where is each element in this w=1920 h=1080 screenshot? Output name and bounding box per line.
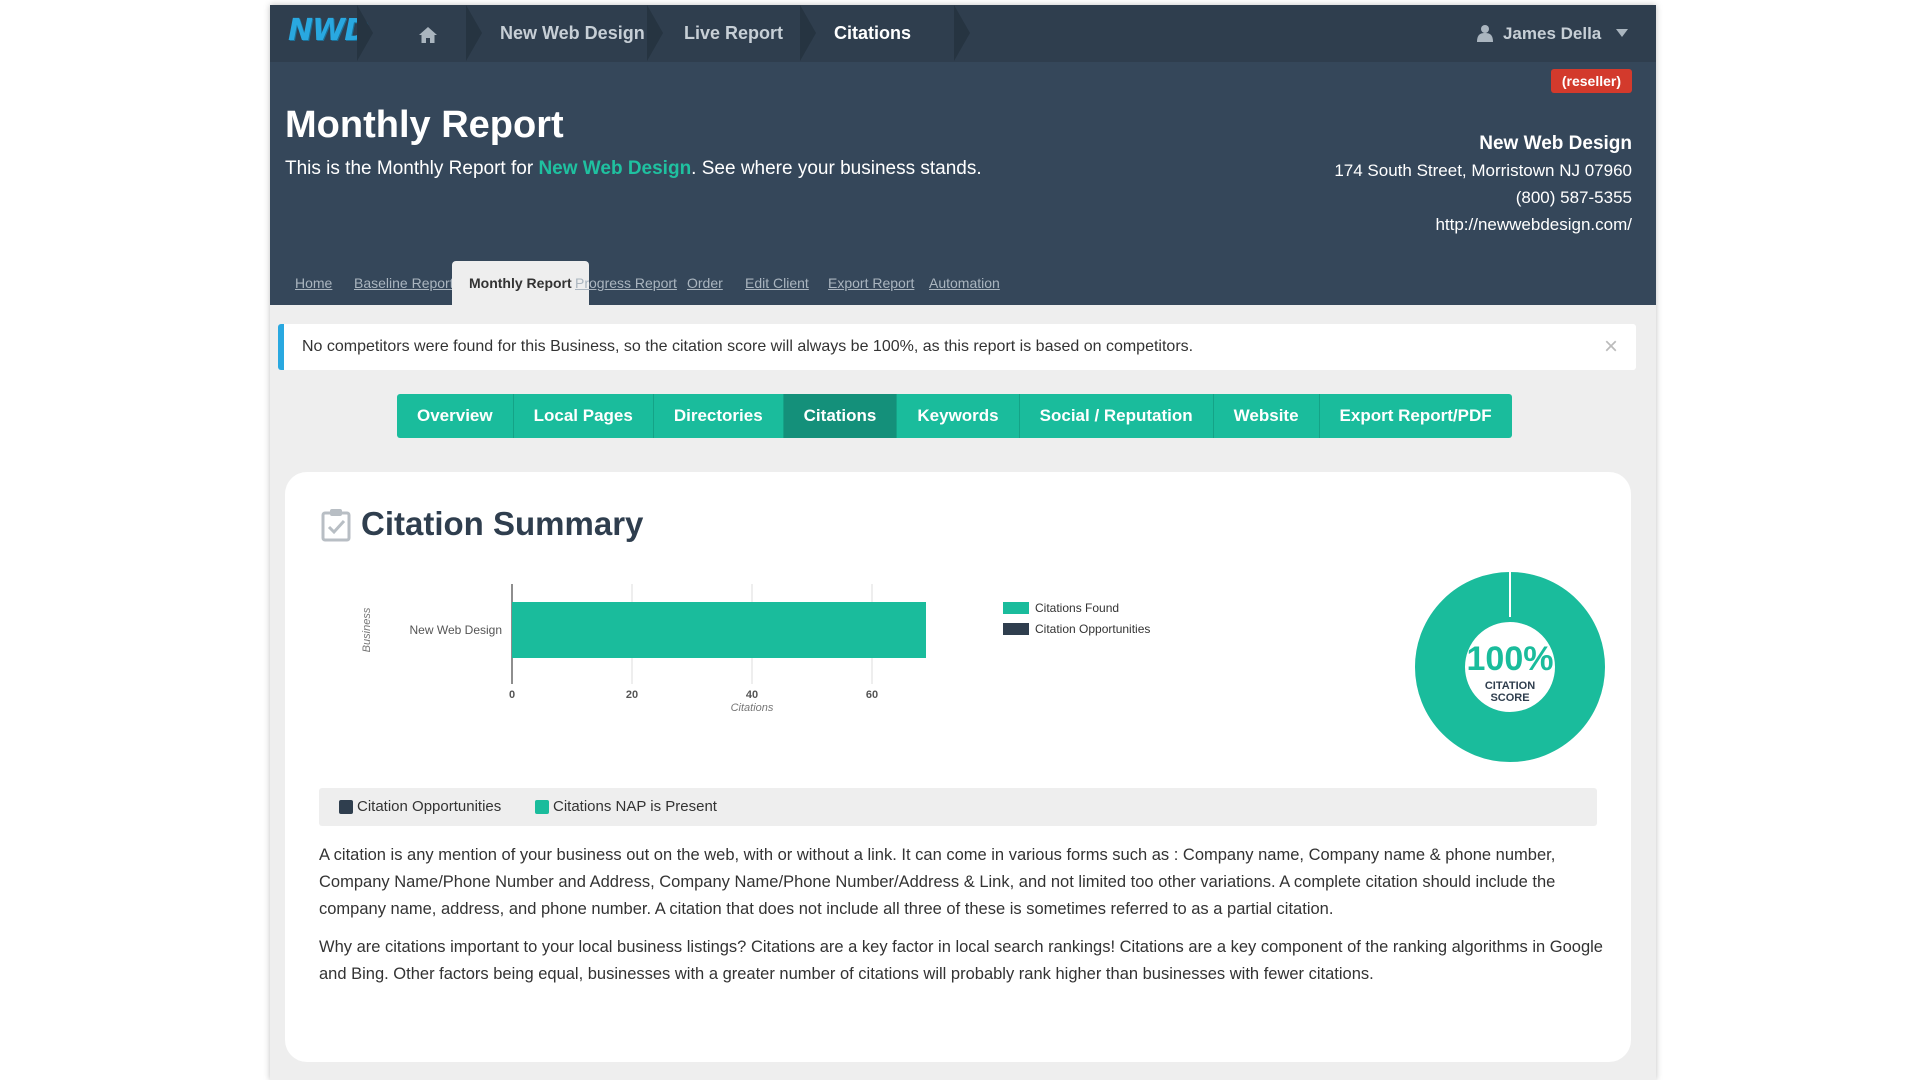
citation-score-donut: 100% CITATION SCORE [1415, 572, 1605, 762]
legend-citations-nap-present: Citations NAP is Present [535, 788, 717, 826]
score-label-line: CITATION [1484, 680, 1536, 692]
breadcrumb-separator [647, 5, 663, 61]
business-address: 174 South Street, Morristown NJ 07960 [1334, 161, 1632, 180]
tab-website[interactable]: Website [1214, 394, 1320, 438]
tab-export-report-pdf[interactable]: Export Report/PDF [1339, 406, 1492, 425]
citation-importance: Why are citations important to your loca… [319, 938, 1603, 983]
legend-label: Citations Found [1035, 601, 1120, 615]
tab-baseline-report[interactable]: Baseline Report [354, 275, 454, 291]
citation-description: A citation is any mention of your busine… [319, 846, 1556, 918]
page-subtitle: This is the Monthly Report for New Web D… [285, 158, 982, 180]
x-tick-label: 60 [866, 689, 878, 701]
x-tick-label: 0 [509, 689, 515, 701]
legend-swatch [1003, 623, 1029, 635]
clipboard-check-icon [321, 508, 351, 547]
top-navbar: NWD New Web Design Live Report Citations… [270, 5, 1656, 62]
tab-automation[interactable]: Automation [929, 275, 1000, 291]
reseller-badge: (reseller) [1550, 69, 1632, 93]
tab-home[interactable]: Home [295, 275, 333, 291]
legend-item: Citation Opportunities [1003, 621, 1150, 642]
citation-score-value: 100% [1466, 640, 1554, 678]
tab-edit-client[interactable]: Edit Client [745, 275, 809, 291]
subtitle-text: . See where your business stands. [691, 158, 982, 179]
citation-legend-bar: Citation Opportunities Citations NAP is … [319, 788, 1597, 826]
x-tick-label: 40 [746, 689, 758, 701]
user-name: James Della [1502, 24, 1602, 43]
tab-progress-report[interactable]: Progress Report [575, 275, 677, 291]
tab-local-pages[interactable]: Local Pages [514, 394, 654, 438]
x-tick-label: 20 [626, 689, 638, 701]
legend-swatch [339, 800, 353, 814]
app-window: NWD New Web Design Live Report Citations… [270, 5, 1656, 1080]
legend-label: Citation Opportunities [1035, 622, 1151, 636]
breadcrumb-separator [800, 5, 816, 61]
home-icon[interactable] [418, 5, 438, 62]
card-title: Citation Summary [361, 505, 644, 542]
business-name: New Web Design [1479, 133, 1632, 154]
score-label-line: SCORE [1490, 692, 1530, 704]
breadcrumb-separator [466, 5, 482, 61]
business-link[interactable]: New Web Design [538, 158, 692, 179]
page-title: Monthly Report [285, 104, 564, 146]
citations-bar-chart: 020406080 New Web Design Business Citati… [361, 584, 926, 714]
legend-label: Citation Opportunities [357, 798, 502, 815]
legend-label: Citations NAP is Present [553, 798, 717, 815]
info-alert: No competitors were found for this Busin… [278, 324, 1636, 370]
legend-swatch [1003, 602, 1029, 614]
y-axis-label: Business [361, 607, 373, 652]
user-icon [1476, 8, 1493, 42]
user-menu[interactable]: James Della [1476, 5, 1628, 62]
report-section-tabs: Overview Local Pages Directories Citatio… [397, 394, 1512, 438]
breadcrumb-separator [954, 5, 970, 61]
legend-swatch [535, 800, 549, 814]
legend-citation-opportunities: Citation Opportunities [339, 788, 501, 826]
alert-message: No competitors were found for this Busin… [302, 338, 1194, 355]
x-axis-label: Citations [731, 702, 774, 714]
subtitle-text: This is the Monthly Report for [285, 158, 539, 179]
tab-export-report[interactable]: Export Report [828, 275, 915, 291]
tab-keywords[interactable]: Keywords [897, 394, 1020, 438]
breadcrumb-item[interactable]: New Web Design [500, 23, 645, 43]
tab-directories[interactable]: Directories [654, 394, 784, 438]
logo[interactable]: NWD [288, 13, 369, 48]
bar-citations-found [512, 602, 926, 658]
legend-item: Citations Found [1003, 600, 1150, 621]
tab-monthly-report[interactable]: Monthly Report [452, 261, 589, 305]
breadcrumb-current[interactable]: Citations [834, 23, 912, 43]
report-header: (reseller) Monthly Report This is the Mo… [270, 62, 1656, 305]
business-info: New Web Design 174 South Street, Morrist… [1334, 130, 1632, 238]
business-phone: (800) 587-5355 [1515, 188, 1632, 207]
tab-overview[interactable]: Overview [397, 394, 514, 438]
citation-summary-card: Citation Summary 020406080 New Web Desig… [285, 472, 1631, 1062]
tab-order[interactable]: Order [687, 275, 723, 291]
tab-citations[interactable]: Citations [783, 394, 898, 438]
business-url[interactable]: http://newwebdesign.com/ [1435, 215, 1632, 234]
category-label: New Web Design [410, 623, 502, 637]
breadcrumb-item[interactable]: Live Report [684, 23, 784, 43]
tab-social-reputation[interactable]: Social / Reputation [1020, 394, 1214, 438]
citation-score-label: CITATION SCORE [1415, 680, 1605, 704]
caret-down-icon [1616, 29, 1628, 37]
close-icon[interactable]: × [1603, 333, 1618, 360]
breadcrumb-separator [357, 5, 373, 61]
chart-legend: Citations Found Citation Opportunities [1003, 600, 1150, 642]
